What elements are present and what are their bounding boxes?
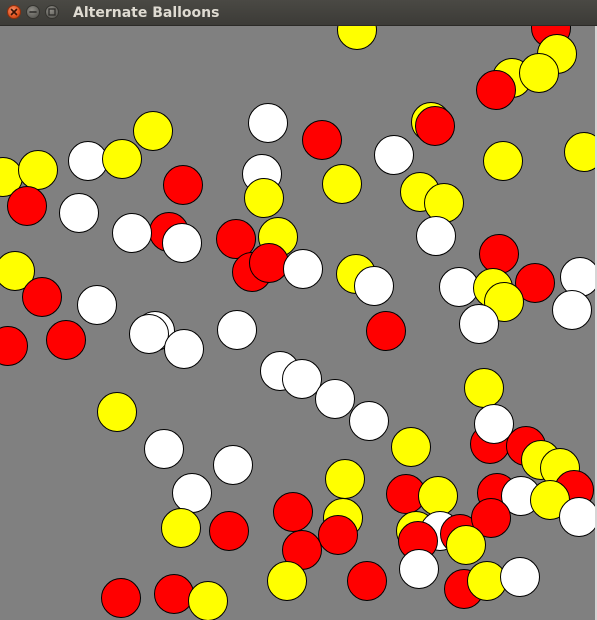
yellow-balloon[interactable]	[325, 459, 365, 499]
white-balloon[interactable]	[77, 285, 117, 325]
red-balloon[interactable]	[22, 277, 62, 317]
red-balloon[interactable]	[476, 70, 516, 110]
close-button[interactable]	[7, 5, 21, 19]
white-balloon[interactable]	[59, 193, 99, 233]
yellow-balloon[interactable]	[18, 150, 58, 190]
yellow-balloon[interactable]	[519, 53, 559, 93]
red-balloon[interactable]	[318, 515, 358, 555]
title-bar[interactable]: Alternate Balloons	[0, 0, 597, 26]
white-balloon[interactable]	[474, 404, 514, 444]
red-balloon[interactable]	[273, 492, 313, 532]
minimize-icon	[29, 11, 37, 13]
white-balloon[interactable]	[500, 557, 540, 597]
red-balloon[interactable]	[0, 326, 28, 366]
yellow-balloon[interactable]	[244, 178, 284, 218]
red-balloon[interactable]	[101, 578, 141, 618]
white-balloon[interactable]	[552, 290, 592, 330]
white-balloon[interactable]	[459, 304, 499, 344]
yellow-balloon[interactable]	[418, 476, 458, 516]
white-balloon[interactable]	[164, 329, 204, 369]
white-balloon[interactable]	[248, 103, 288, 143]
white-balloon[interactable]	[374, 135, 414, 175]
yellow-balloon[interactable]	[161, 508, 201, 548]
white-balloon[interactable]	[282, 359, 322, 399]
white-balloon[interactable]	[354, 266, 394, 306]
white-balloon[interactable]	[172, 473, 212, 513]
white-balloon[interactable]	[416, 216, 456, 256]
yellow-balloon[interactable]	[464, 368, 504, 408]
red-balloon[interactable]	[154, 574, 194, 614]
yellow-balloon[interactable]	[322, 164, 362, 204]
close-icon	[10, 8, 18, 16]
red-balloon[interactable]	[302, 120, 342, 160]
yellow-balloon[interactable]	[102, 139, 142, 179]
window-title: Alternate Balloons	[73, 5, 220, 21]
red-balloon[interactable]	[209, 511, 249, 551]
yellow-balloon[interactable]	[424, 183, 464, 223]
white-balloon[interactable]	[112, 213, 152, 253]
red-balloon[interactable]	[415, 106, 455, 146]
maximize-button[interactable]	[45, 5, 59, 19]
red-balloon[interactable]	[46, 320, 86, 360]
white-balloon[interactable]	[213, 445, 253, 485]
white-balloon[interactable]	[144, 429, 184, 469]
yellow-balloon[interactable]	[133, 111, 173, 151]
yellow-balloon[interactable]	[97, 392, 137, 432]
white-balloon[interactable]	[217, 310, 257, 350]
yellow-balloon[interactable]	[564, 132, 597, 172]
yellow-balloon[interactable]	[267, 561, 307, 601]
white-balloon[interactable]	[315, 379, 355, 419]
red-balloon[interactable]	[366, 311, 406, 351]
red-balloon[interactable]	[163, 165, 203, 205]
red-balloon[interactable]	[471, 498, 511, 538]
yellow-balloon[interactable]	[188, 581, 228, 620]
white-balloon[interactable]	[560, 257, 597, 297]
white-balloon[interactable]	[162, 223, 202, 263]
white-balloon[interactable]	[68, 141, 108, 181]
white-balloon[interactable]	[399, 549, 439, 589]
red-balloon[interactable]	[515, 263, 555, 303]
white-balloon[interactable]	[283, 249, 323, 289]
white-balloon[interactable]	[559, 497, 597, 537]
yellow-balloon[interactable]	[483, 141, 523, 181]
window-right-edge	[595, 26, 597, 620]
red-balloon[interactable]	[216, 219, 256, 259]
maximize-icon	[48, 8, 56, 16]
white-balloon[interactable]	[439, 267, 479, 307]
balloon-drawing	[0, 26, 597, 620]
red-balloon[interactable]	[7, 186, 47, 226]
red-balloon[interactable]	[479, 234, 519, 274]
minimize-button[interactable]	[26, 5, 40, 19]
red-balloon[interactable]	[249, 243, 289, 283]
red-balloon[interactable]	[347, 561, 387, 601]
white-balloon[interactable]	[129, 314, 169, 354]
yellow-balloon[interactable]	[391, 427, 431, 467]
yellow-balloon[interactable]	[337, 26, 377, 50]
yellow-balloon[interactable]	[0, 251, 35, 291]
balloon-canvas[interactable]	[0, 26, 597, 620]
yellow-balloon[interactable]	[446, 525, 486, 565]
white-balloon[interactable]	[349, 401, 389, 441]
